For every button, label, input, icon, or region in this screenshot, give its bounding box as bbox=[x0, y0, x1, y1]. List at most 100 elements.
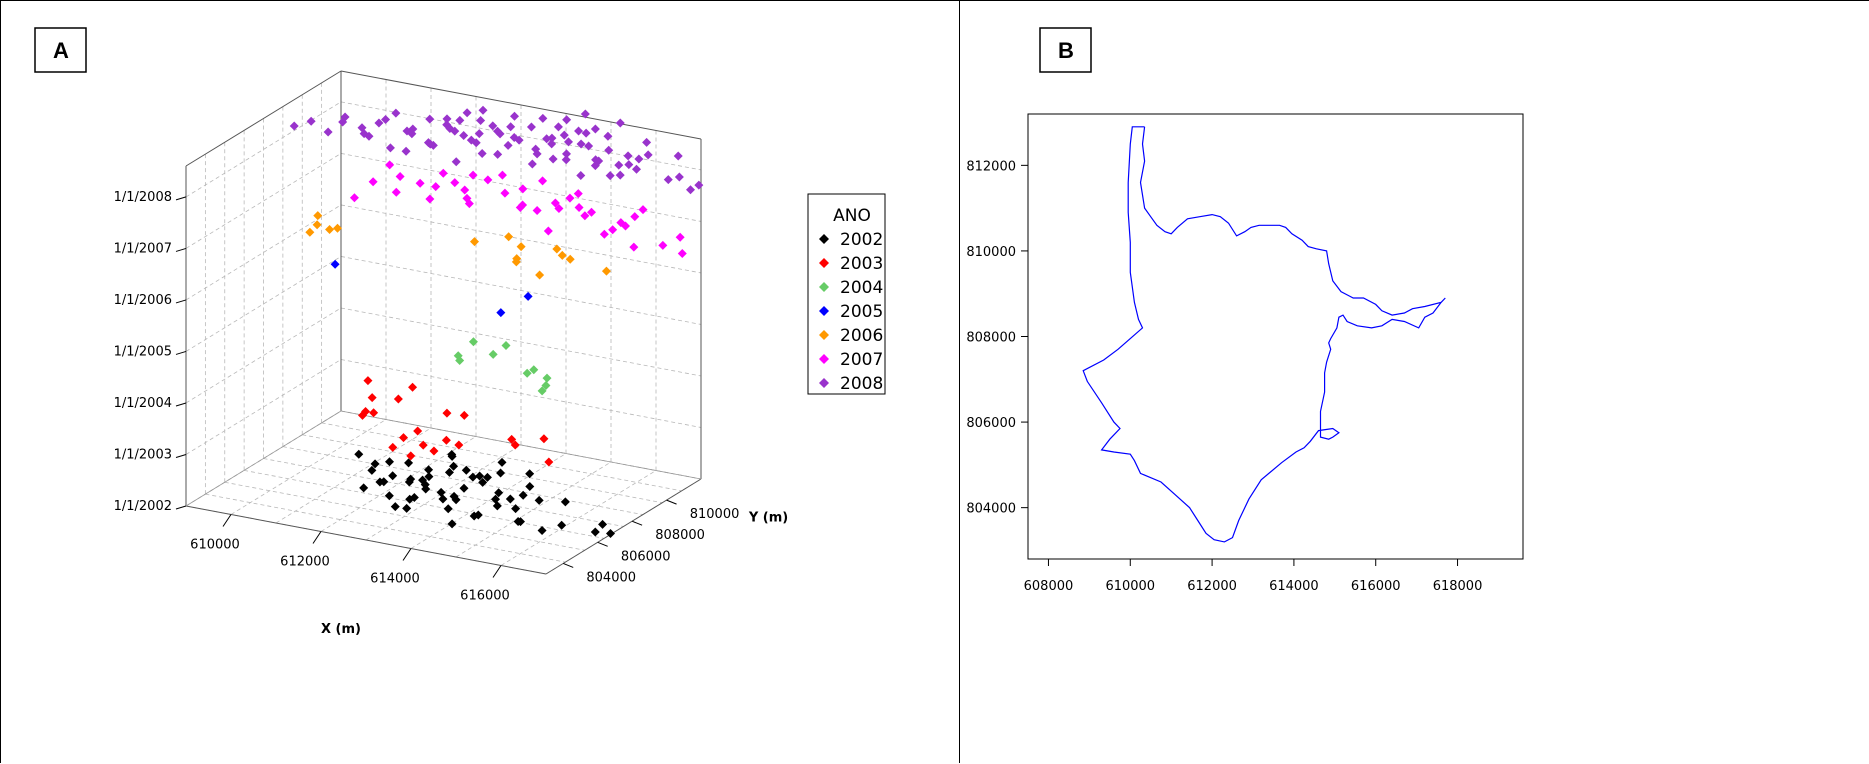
x-tick-mark bbox=[222, 514, 232, 527]
data-point-2003 bbox=[406, 451, 416, 461]
plot-frame bbox=[1027, 113, 1524, 560]
x-tick-mark bbox=[402, 548, 412, 561]
data-point-2008 bbox=[385, 143, 395, 153]
data-point-2008 bbox=[476, 115, 486, 125]
data-point-2007 bbox=[497, 170, 507, 180]
side-wall-grid-line bbox=[185, 256, 342, 352]
data-point-2008 bbox=[338, 117, 348, 127]
data-point-2007 bbox=[415, 178, 425, 188]
z-tick-mark bbox=[175, 350, 187, 355]
x-tick-label: 618000 bbox=[1433, 579, 1483, 594]
data-point-2002 bbox=[418, 475, 428, 485]
data-point-2007 bbox=[565, 193, 575, 203]
data-point-2008 bbox=[289, 121, 299, 131]
data-point-2008 bbox=[442, 120, 452, 130]
x-tick-mark bbox=[492, 565, 502, 578]
x-tick-label: 616000 bbox=[460, 589, 510, 604]
data-point-2007 bbox=[438, 168, 448, 178]
x-tick-mark bbox=[312, 531, 322, 544]
y-tick-mark bbox=[597, 541, 608, 547]
legend-label-2006: 2006 bbox=[840, 326, 883, 346]
data-point-2008 bbox=[306, 116, 316, 126]
y-tick-mark bbox=[631, 520, 643, 526]
data-point-2002 bbox=[494, 488, 504, 498]
data-point-2007 bbox=[629, 242, 639, 252]
data-point-2006 bbox=[516, 242, 526, 252]
floor-grid-line bbox=[365, 444, 522, 541]
data-point-2005 bbox=[496, 308, 506, 318]
data-point-2002 bbox=[443, 504, 453, 514]
data-point-2002 bbox=[436, 487, 446, 497]
y-tick-label: 810000 bbox=[690, 507, 740, 522]
data-point-2008 bbox=[634, 154, 644, 164]
data-point-2003 bbox=[399, 433, 408, 443]
data-point-2003 bbox=[408, 382, 418, 392]
data-point-2008 bbox=[553, 122, 563, 132]
data-point-2003 bbox=[363, 376, 373, 386]
x-tick-label: 616000 bbox=[1351, 579, 1401, 594]
data-point-2002 bbox=[402, 503, 412, 513]
z-tick-label: 1/1/2004 bbox=[114, 396, 172, 411]
data-point-2002 bbox=[482, 472, 492, 482]
data-point-2008 bbox=[364, 131, 374, 141]
x-tick-label: 610000 bbox=[1105, 579, 1155, 594]
floor-grid-line bbox=[410, 453, 567, 549]
data-point-2008 bbox=[538, 113, 548, 123]
data-point-2008 bbox=[459, 130, 469, 140]
legend-marker-2004 bbox=[819, 282, 829, 292]
data-point-2006 bbox=[305, 227, 315, 237]
data-point-2008 bbox=[615, 170, 625, 180]
data-point-2007 bbox=[349, 193, 359, 203]
y-tick-label: 810000 bbox=[966, 245, 1016, 260]
floor-grid-line bbox=[455, 461, 612, 558]
data-point-2007 bbox=[543, 226, 553, 236]
data-point-2002 bbox=[421, 484, 431, 494]
data-point-2002 bbox=[518, 490, 528, 500]
data-point-2008 bbox=[474, 129, 484, 139]
x-tick-label: 612000 bbox=[280, 555, 330, 570]
data-point-2002 bbox=[513, 517, 523, 527]
data-point-2002 bbox=[505, 494, 515, 504]
x-tick-label: 614000 bbox=[370, 572, 420, 587]
box-edge bbox=[185, 410, 342, 507]
data-point-2007 bbox=[368, 177, 378, 187]
y-tick-label: 812000 bbox=[966, 159, 1016, 174]
boundary-line-chart: 608000 610000 612000 614000 616000 618000 8040… bbox=[966, 27, 1524, 594]
data-point-2008 bbox=[562, 115, 572, 125]
data-point-2002 bbox=[438, 494, 448, 504]
legend-label-2004: 2004 bbox=[840, 278, 883, 298]
data-point-2002 bbox=[606, 528, 615, 538]
data-point-2003 bbox=[510, 440, 520, 450]
data-point-2008 bbox=[442, 114, 452, 124]
data-point-2002 bbox=[598, 519, 608, 529]
data-point-2002 bbox=[534, 495, 544, 505]
data-point-2008 bbox=[605, 171, 615, 181]
data-point-2002 bbox=[461, 465, 471, 475]
data-point-2008 bbox=[478, 105, 488, 115]
data-point-2008 bbox=[614, 160, 624, 170]
z-tick-label: 1/1/2006 bbox=[114, 293, 172, 308]
data-point-2008 bbox=[590, 124, 600, 134]
x-tick-label: 612000 bbox=[1187, 579, 1237, 594]
data-point-2007 bbox=[630, 212, 640, 222]
data-point-2007 bbox=[580, 211, 590, 221]
floor-grid-line bbox=[302, 434, 663, 504]
data-point-2002 bbox=[384, 491, 394, 501]
data-point-2008 bbox=[623, 151, 633, 161]
data-point-2007 bbox=[621, 221, 630, 231]
data-point-2002 bbox=[354, 449, 364, 459]
data-point-2007 bbox=[515, 202, 525, 212]
floor-grid-line bbox=[320, 436, 477, 532]
data-point-2008 bbox=[451, 157, 461, 167]
z-tick-mark bbox=[175, 454, 187, 458]
data-point-2008 bbox=[425, 139, 435, 149]
data-point-2008 bbox=[603, 131, 613, 141]
data-point-2008 bbox=[514, 135, 524, 145]
side-wall-grid-line bbox=[185, 307, 342, 404]
data-point-2007 bbox=[468, 170, 478, 180]
data-point-2002 bbox=[404, 477, 414, 487]
data-point-2008 bbox=[604, 145, 614, 155]
data-point-2008 bbox=[455, 115, 465, 125]
data-point-2006 bbox=[470, 237, 479, 247]
data-point-2008 bbox=[532, 149, 542, 159]
